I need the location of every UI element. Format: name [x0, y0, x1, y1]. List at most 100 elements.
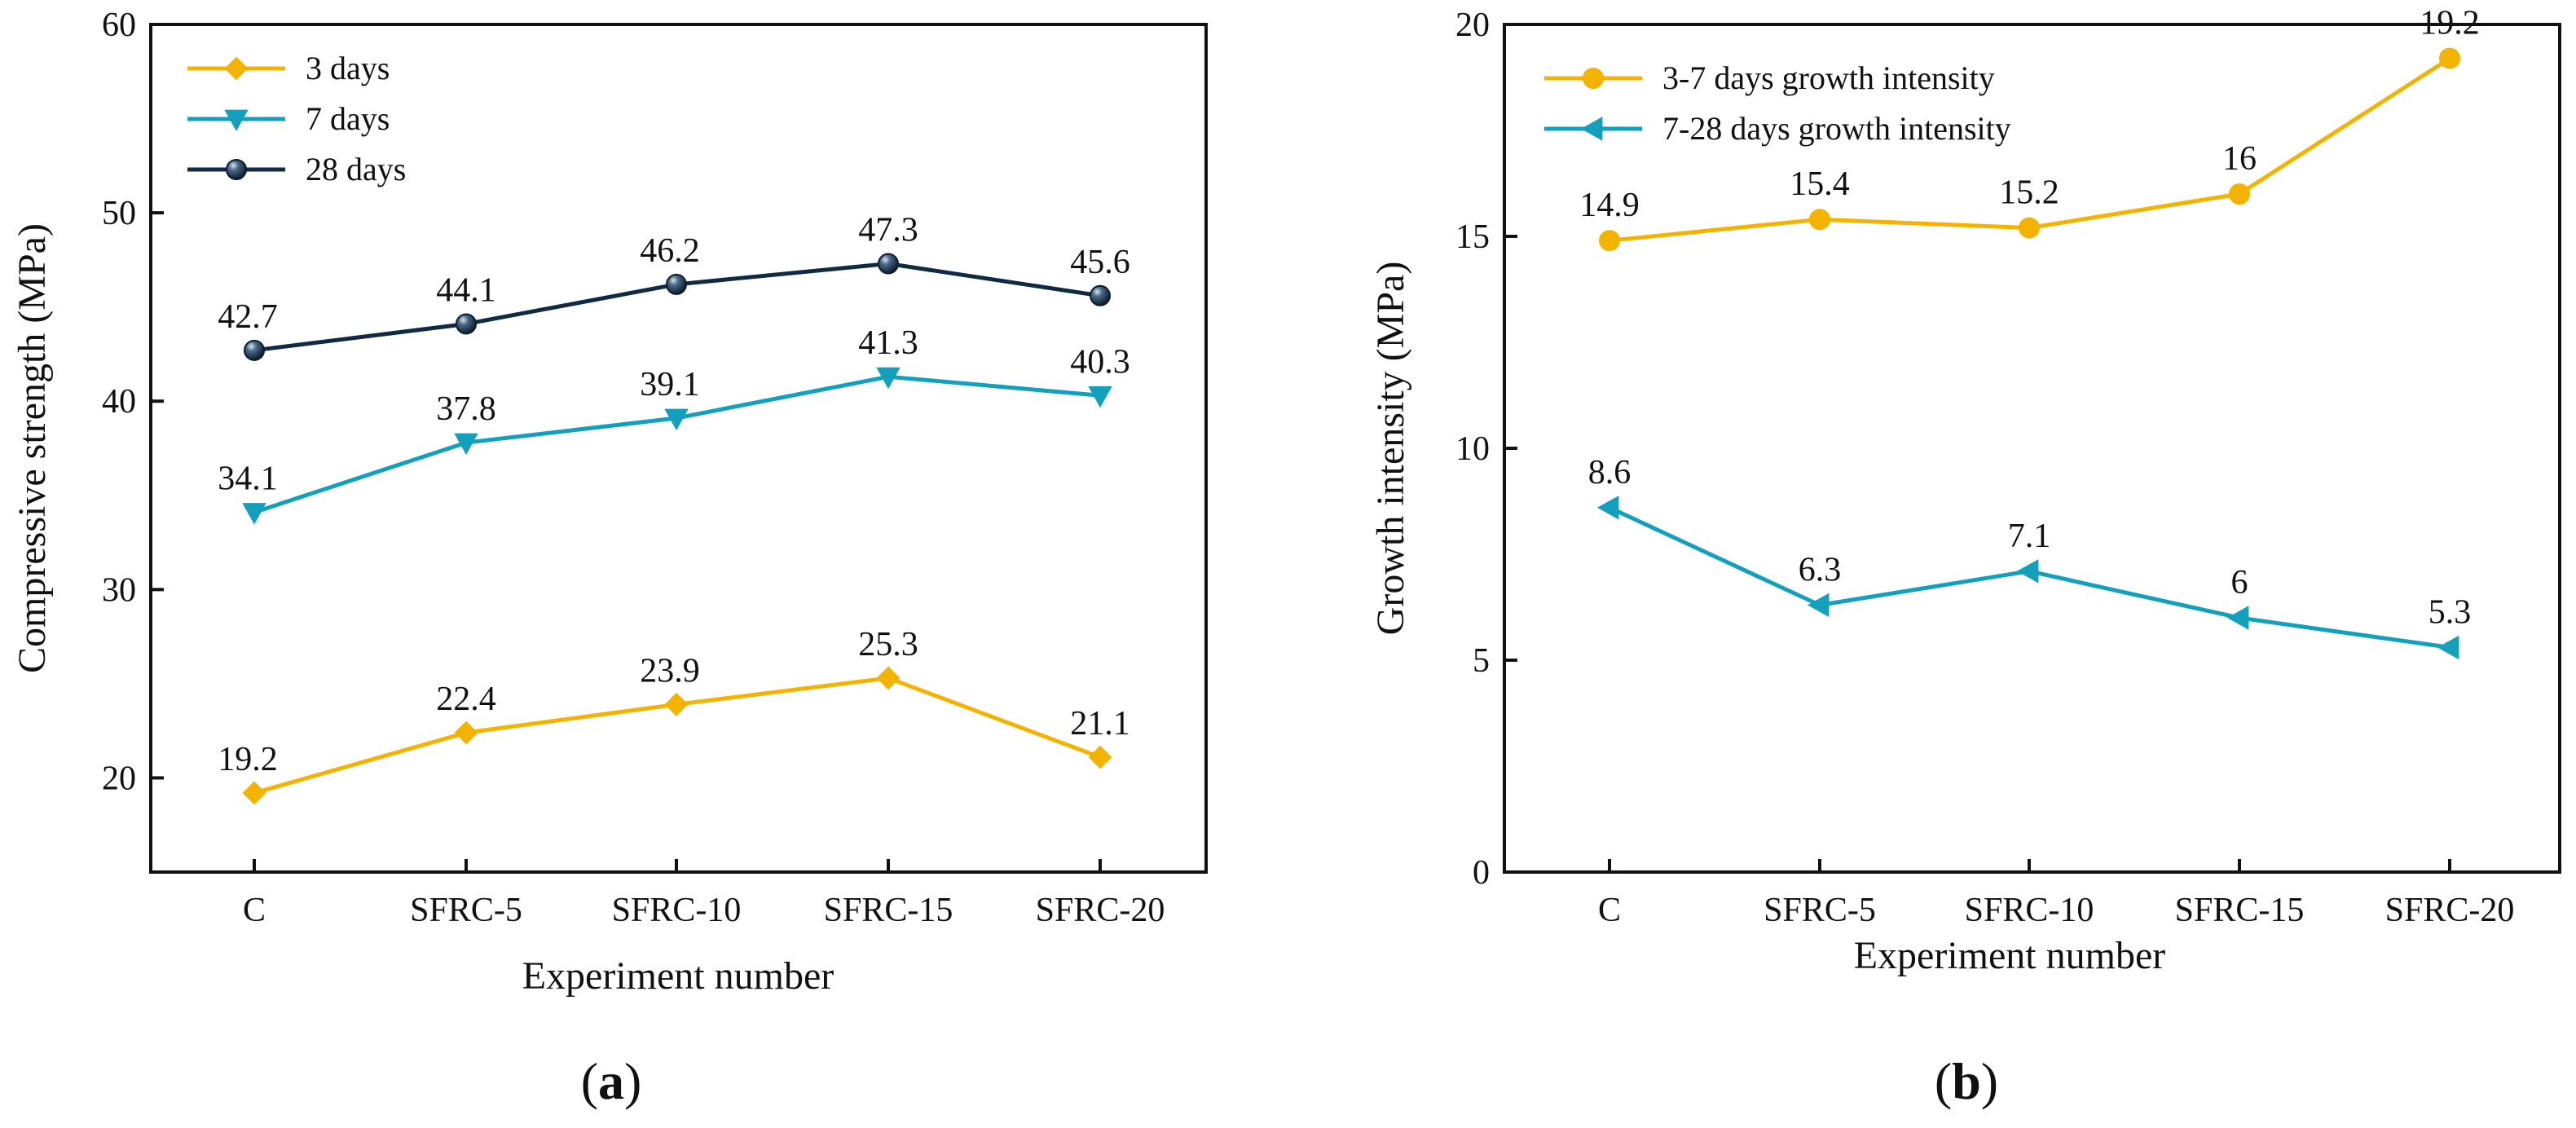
data-point-a-1-1: [454, 433, 478, 456]
y-tick-label-b-2: 10: [1455, 430, 1490, 468]
data-point-a-1-3: [876, 367, 900, 390]
data-label-a-0-3: 25.3: [858, 626, 918, 663]
data-label-a-0-1: 22.4: [436, 681, 496, 718]
x-tick-label-b-3: SFRC-15: [2175, 892, 2305, 929]
x-axis-title-a: Experiment number: [522, 954, 834, 998]
data-point-b-1-1: [1807, 593, 1830, 618]
y-tick-label-b-1: 5: [1473, 642, 1490, 680]
data-point-a-2-3: [878, 253, 899, 275]
data-point-b-0-1: [1809, 209, 1830, 231]
legend-label-a-1: 7 days: [306, 100, 390, 137]
x-tick-label-b-4: SFRC-20: [2385, 892, 2515, 929]
data-label-a-0-2: 23.9: [640, 652, 700, 690]
data-point-a-1-4: [1088, 386, 1112, 408]
data-label-a-1-3: 41.3: [858, 324, 918, 362]
data-label-b-0-3: 16: [2222, 140, 2257, 178]
data-label-a-2-3: 47.3: [858, 212, 918, 249]
data-point-b-1-2: [2016, 559, 2039, 584]
legend-marker-a-0: [224, 56, 249, 81]
y-tick-label-a-2: 40: [102, 383, 136, 421]
x-tick-label-b-0: C: [1598, 892, 1621, 929]
legend-label-b-0: 3-7 days growth intensity: [1662, 59, 1995, 96]
y-tick-label-b-4: 20: [1455, 7, 1490, 44]
x-tick-label-a-3: SFRC-15: [824, 892, 953, 929]
data-point-a-1-0: [242, 503, 266, 525]
legend-label-a-2: 28 days: [306, 151, 406, 187]
plot-frame-b: [1503, 23, 2561, 874]
data-label-a-0-0: 19.2: [218, 741, 278, 778]
data-label-b-0-4: 19.2: [2420, 5, 2480, 42]
x-tick-label-b-1: SFRC-5: [1764, 892, 1876, 929]
y-axis-title-b: Growth intensity (MPa): [1369, 262, 1412, 636]
y-tick-label-a-1: 30: [102, 571, 136, 609]
panel-letter-a: a: [598, 1052, 624, 1110]
y-tick-label-a-3: 50: [102, 195, 136, 232]
y-tick-label-a-0: 20: [102, 760, 136, 797]
x-tick-label-b-2: SFRC-10: [1965, 892, 2094, 929]
data-point-a-0-2: [664, 692, 689, 716]
data-label-a-1-2: 39.1: [640, 366, 700, 403]
data-point-b-1-0: [1596, 496, 1619, 520]
x-tick-label-a-0: C: [243, 892, 266, 929]
data-point-a-2-4: [1090, 284, 1111, 306]
data-point-b-0-0: [1599, 230, 1620, 252]
data-label-b-0-0: 14.9: [1579, 187, 1640, 224]
data-label-a-2-0: 42.7: [218, 298, 278, 336]
data-point-b-1-4: [2437, 635, 2459, 660]
data-label-b-1-0: 8.6: [1588, 454, 1631, 491]
data-label-b-1-1: 6.3: [1799, 551, 1842, 588]
data-point-b-1-3: [2226, 606, 2249, 630]
data-label-a-1-0: 34.1: [218, 460, 278, 498]
data-point-a-0-0: [242, 781, 266, 805]
panel-letter-b: b: [1952, 1052, 1981, 1110]
data-label-a-2-1: 44.1: [436, 271, 496, 309]
data-point-a-1-2: [664, 408, 689, 431]
data-point-a-2-2: [666, 273, 687, 295]
data-point-a-0-4: [1088, 745, 1112, 769]
data-label-b-1-2: 7.1: [2008, 518, 2051, 555]
data-point-b-0-2: [2019, 217, 2040, 239]
legend-marker-a-1: [224, 109, 249, 132]
legend-label-b-1: 7-28 days growth intensity: [1662, 110, 2011, 147]
data-label-a-2-4: 45.6: [1070, 244, 1130, 281]
y-axis-title-a: Compressive strength (MPa): [11, 223, 54, 673]
legend-a: 3 days 7 days 28 days: [187, 50, 406, 187]
data-label-a-2-2: 46.2: [640, 232, 700, 270]
data-label-b-1-4: 5.3: [2428, 593, 2472, 631]
data-label-a-0-4: 21.1: [1070, 705, 1130, 742]
panel-label-a: (a): [581, 1052, 642, 1110]
legend-marker-b-1: [1580, 117, 1603, 141]
data-point-a-2-1: [456, 313, 477, 335]
data-label-b-1-3: 6: [2231, 564, 2248, 601]
y-tick-label-a-4: 60: [102, 7, 136, 44]
data-label-b-0-1: 15.4: [1790, 165, 1850, 203]
data-label-b-0-2: 15.2: [1999, 174, 2059, 212]
data-label-a-1-4: 40.3: [1070, 343, 1130, 381]
legend-label-a-0: 3 days: [306, 50, 390, 86]
data-point-b-0-3: [2229, 183, 2250, 205]
x-tick-label-a-4: SFRC-20: [1036, 892, 1165, 929]
y-tick-label-b-0: 0: [1473, 854, 1490, 892]
y-axis-a: 20 30 40 50 60: [102, 7, 164, 797]
data-point-a-2-0: [244, 339, 265, 361]
series-layer-b: 14.9 15.4 15.2 16 19.2 8.6 6.3 7.1 6 5.3: [1579, 5, 2480, 660]
series-layer-a: 19.2 22.4 23.9 25.3 21.1 34.1 37.8 39.1 41.3 40.3…: [218, 212, 1130, 805]
x-axis-title-b: Experiment number: [1854, 934, 2166, 977]
data-point-a-0-3: [876, 666, 900, 690]
chart-panel-b: 0 5 10 15 20 C SFRC-5 SFRC-10 SFRC-15 SFRC-20 Gr…: [1369, 5, 2561, 1110]
plot-frame-a: [149, 23, 1208, 874]
data-label-a-1-1: 37.8: [436, 390, 496, 428]
x-axis-b: C SFRC-5 SFRC-10 SFRC-15 SFRC-20: [1598, 859, 2514, 929]
legend-marker-b-0: [1583, 68, 1604, 89]
x-tick-label-a-2: SFRC-10: [612, 892, 742, 929]
y-axis-b: 0 5 10 15 20: [1455, 7, 1517, 892]
legend-marker-a-2: [226, 159, 247, 180]
panel-label-b: (b): [1935, 1052, 1998, 1110]
x-axis-a: C SFRC-5 SFRC-10 SFRC-15 SFRC-20: [243, 859, 1165, 929]
y-tick-label-b-3: 15: [1455, 218, 1490, 256]
data-point-a-0-1: [454, 720, 478, 745]
x-tick-label-a-1: SFRC-5: [410, 892, 522, 929]
data-point-b-0-4: [2439, 47, 2460, 69]
